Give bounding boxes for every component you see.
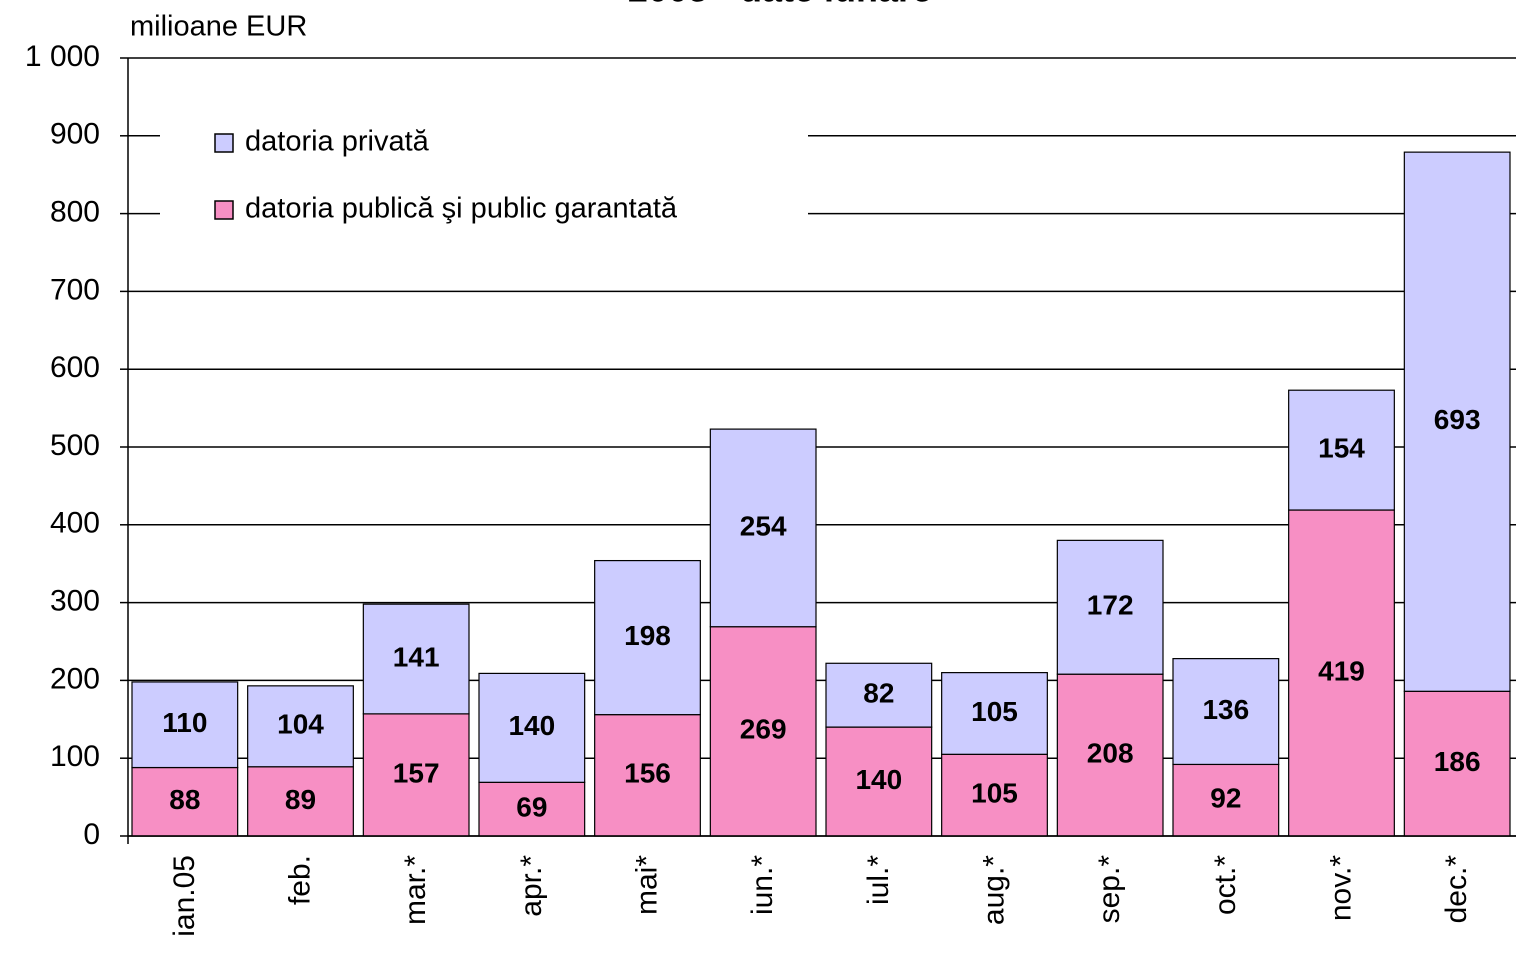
value-label: 172 [1087,590,1134,621]
legend-label: datoria privată [245,126,430,158]
y-tick-label: 400 [50,507,100,540]
bar-segment [709,428,817,628]
value-label: 269 [740,714,787,745]
bar-segment [594,714,701,837]
y-tick-label: 300 [50,585,100,618]
value-label: 208 [1087,737,1134,768]
y-tick-label: 200 [50,662,100,695]
value-label: 104 [277,709,324,740]
bar-segment [825,662,933,728]
x-tick-label: iun.* [746,855,779,915]
bar-segment [1056,673,1164,837]
legend: datoria privată datoria publică şi public… [160,105,808,245]
value-label: 92 [1210,783,1241,814]
value-label: 140 [855,764,902,795]
value-label: 82 [863,678,894,709]
bar-segment [1403,151,1511,692]
value-label: 110 [162,707,207,738]
x-tick-label: ian.05 [168,855,201,937]
value-label: 136 [1202,694,1249,725]
bar-segment [1288,509,1395,837]
bar-segment [131,681,239,769]
x-tick-label: feb. [283,855,316,905]
value-label: 198 [624,620,671,651]
legend-swatch [214,200,234,220]
bar-segment [594,559,701,716]
y-tick-label: 600 [50,351,100,384]
legend-label: datoria publică şi public garantată [245,193,678,225]
value-label: 141 [393,641,440,672]
value-label: 693 [1434,404,1481,435]
bar-segment [941,753,1048,837]
x-tick-label: oct.* [1209,855,1242,915]
value-label: 154 [1318,433,1365,464]
x-tick-label: apr.* [515,855,548,917]
y-tick-label: 1 000 [25,40,100,73]
legend-box [160,105,808,245]
value-label: 140 [508,710,555,741]
value-label: 157 [393,757,440,788]
y-axis-label: milioane EUR [130,11,307,43]
y-tick-label: 800 [50,196,100,229]
value-label: 156 [624,758,671,789]
bar-segment [478,672,586,783]
x-tick-label: mai* [630,855,663,915]
bar-segment [941,672,1048,755]
x-tick-label: dec.* [1440,855,1473,924]
value-label: 105 [971,696,1018,727]
bar-segment [825,726,933,837]
bar-segment [1288,389,1395,511]
y-tick-label: 500 [50,429,100,462]
y-tick-label: 700 [50,273,100,306]
x-tick-label: iul.* [862,855,895,905]
bar-segment [1403,690,1511,837]
bar-segment [1172,658,1280,766]
legend-swatch [214,133,234,153]
value-label: 89 [285,784,316,815]
bar-segment [1056,539,1164,675]
x-tick-label: sep.* [1093,855,1126,924]
value-label: 186 [1434,746,1481,777]
x-tick-label: nov.* [1324,855,1357,921]
value-label: 254 [740,510,787,541]
value-label: 419 [1318,655,1365,686]
y-tick-label: 0 [83,818,100,851]
bar-segment [362,603,470,715]
value-label: 69 [516,792,547,823]
bar-segment [247,685,354,768]
bar-segment [362,713,470,837]
bar-segment [1172,763,1280,837]
value-label: 105 [971,778,1018,809]
y-tick-label: 100 [50,740,100,773]
x-tick-label: aug.* [977,855,1010,925]
chart-title: 2005 - date lunare [628,0,932,10]
value-label: 88 [169,784,200,815]
bar-segment [709,626,817,837]
y-tick-label: 900 [50,118,100,151]
x-tick-label: mar.* [399,855,432,925]
